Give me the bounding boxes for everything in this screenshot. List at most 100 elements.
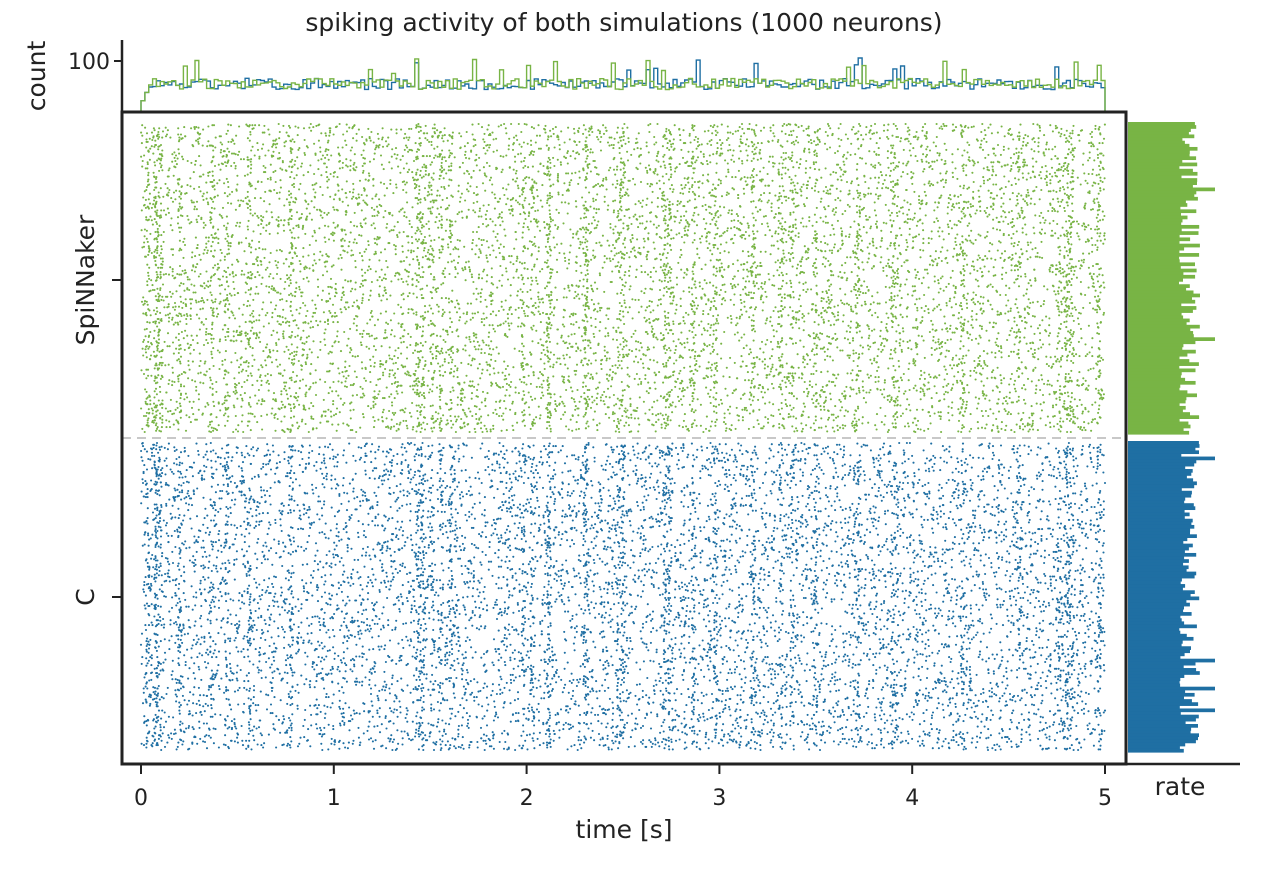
spike-spinnaker (630, 222, 633, 226)
spike-spinnaker (1010, 258, 1013, 261)
spike-spinnaker (230, 140, 233, 143)
spike-spinnaker (396, 235, 399, 239)
spike-spinnaker (718, 235, 721, 238)
spike-spinnaker (937, 256, 940, 259)
spike-spinnaker (727, 171, 730, 174)
spike-spinnaker (272, 150, 275, 153)
spike-spinnaker (794, 188, 797, 191)
spike-spinnaker (665, 265, 668, 268)
spike-spinnaker (873, 122, 877, 126)
spike-spinnaker (670, 248, 673, 251)
spike-spinnaker (629, 238, 632, 242)
spike-spinnaker (1000, 205, 1003, 208)
spike-spinnaker (906, 130, 909, 133)
spike-spinnaker (854, 132, 857, 135)
spike-spinnaker (433, 127, 436, 130)
spike-spinnaker (751, 191, 754, 194)
spike-spinnaker (1052, 189, 1055, 192)
spike-spinnaker (646, 197, 649, 200)
spike-spinnaker (762, 126, 766, 129)
spike-spinnaker (182, 256, 185, 259)
spike-spinnaker (839, 175, 842, 178)
spike-spinnaker (959, 193, 962, 197)
spike-spinnaker (1016, 202, 1019, 205)
spike-spinnaker (574, 140, 577, 143)
spike-spinnaker (500, 171, 503, 174)
spike-spinnaker (1014, 252, 1017, 255)
spike-spinnaker (1067, 163, 1070, 166)
spike-spinnaker (990, 132, 993, 135)
spike-spinnaker (276, 142, 279, 145)
spike-spinnaker (489, 218, 492, 221)
spike-spinnaker (623, 171, 626, 174)
spike-spinnaker (863, 175, 866, 178)
spike-spinnaker (524, 247, 527, 250)
spike-spinnaker (891, 134, 894, 137)
spike-spinnaker (282, 224, 285, 227)
spike-spinnaker (370, 206, 373, 209)
spike-spinnaker (577, 237, 580, 240)
spike-spinnaker (935, 217, 938, 220)
spike-spinnaker (435, 216, 438, 219)
spike-spinnaker (423, 197, 426, 200)
spike-spinnaker (691, 157, 695, 160)
spike-spinnaker (943, 142, 946, 145)
spike-spinnaker (662, 160, 665, 163)
spike-spinnaker (368, 258, 371, 261)
spike-spinnaker (385, 187, 389, 190)
spike-spinnaker (1016, 268, 1020, 271)
spike-spinnaker (346, 251, 349, 254)
spike-spinnaker (249, 167, 253, 170)
histogram-line-spinnaker (140, 58, 1106, 112)
spike-spinnaker (465, 188, 469, 191)
spike-spinnaker (925, 135, 928, 138)
spike-spinnaker (944, 172, 947, 175)
spike-spinnaker (415, 184, 418, 187)
spike-spinnaker (824, 265, 827, 268)
spike-spinnaker (486, 128, 489, 131)
spike-spinnaker (256, 264, 260, 267)
spike-spinnaker (1054, 268, 1058, 271)
spike-spinnaker (423, 235, 426, 239)
spike-spinnaker (911, 247, 914, 250)
spike-spinnaker (452, 248, 455, 251)
spike-spinnaker (922, 229, 925, 232)
spike-spinnaker (812, 161, 815, 164)
spike-spinnaker (149, 215, 152, 218)
spike-spinnaker (612, 209, 616, 212)
spike-spinnaker (1096, 228, 1099, 231)
spike-spinnaker (1017, 240, 1020, 243)
spike-spinnaker (586, 248, 589, 251)
spike-spinnaker (810, 142, 813, 145)
spike-spinnaker (158, 196, 161, 199)
spike-spinnaker (546, 201, 549, 205)
spike-spinnaker (753, 148, 756, 151)
spike-spinnaker (1012, 224, 1016, 227)
spike-spinnaker (516, 184, 519, 187)
spike-spinnaker (856, 138, 859, 141)
spike-spinnaker (1003, 135, 1006, 138)
spike-spinnaker (414, 142, 417, 145)
spike-spinnaker (731, 187, 734, 190)
spike-spinnaker (1103, 177, 1106, 180)
spike-spinnaker (584, 260, 587, 263)
spike-spinnaker (341, 161, 344, 164)
spike-spinnaker (438, 248, 441, 251)
spike-spinnaker (900, 234, 903, 237)
spike-spinnaker (425, 155, 428, 158)
spike-spinnaker (360, 193, 363, 197)
spike-spinnaker (840, 138, 843, 142)
spike-spinnaker (731, 154, 734, 157)
spike-spinnaker (283, 145, 286, 148)
spike-spinnaker (344, 233, 347, 236)
histogram-y-label: count (22, 41, 51, 112)
spike-spinnaker (485, 225, 488, 228)
spike-spinnaker (471, 242, 474, 245)
spike-spinnaker (649, 185, 652, 188)
spike-spinnaker (188, 222, 191, 225)
spike-spinnaker (816, 136, 819, 139)
spike-spinnaker (962, 264, 965, 268)
spike-spinnaker (805, 187, 809, 190)
spike-spinnaker (646, 171, 649, 174)
spike-spinnaker (235, 258, 239, 261)
